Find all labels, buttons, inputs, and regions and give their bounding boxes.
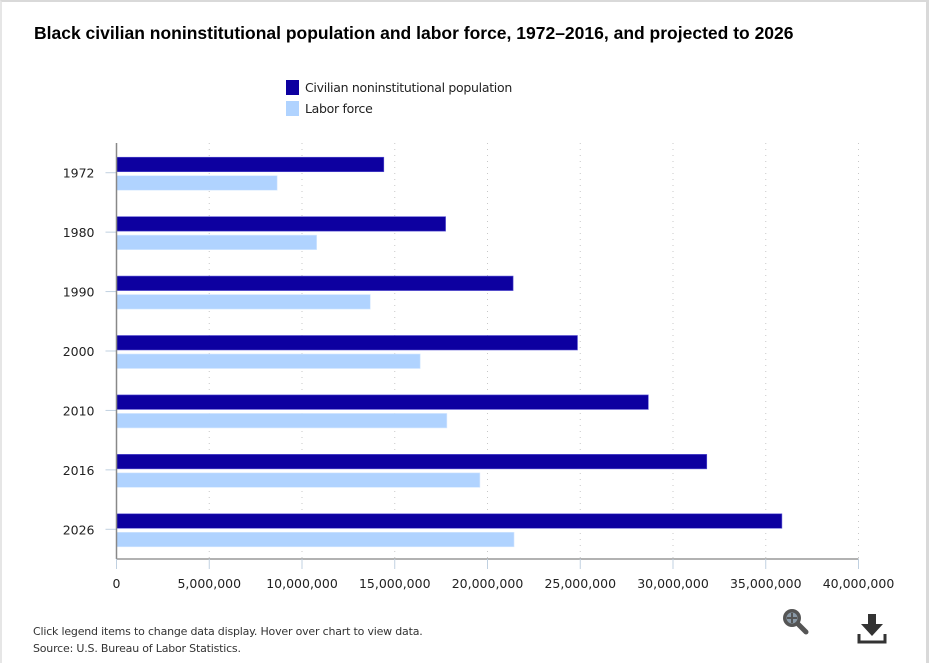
footer-source: Source: U.S. Bureau of Labor Statistics. [33, 642, 241, 655]
axes [105, 143, 859, 569]
y-tick-label: 2026 [63, 522, 95, 537]
x-tick-label: 15,000,000 [359, 576, 431, 591]
x-tick-label: 25,000,000 [544, 576, 616, 591]
bar-labor-force-1972[interactable] [116, 175, 278, 191]
x-tick-label: 0 [113, 576, 121, 591]
legend-item-labor-force[interactable]: Labor force [286, 98, 512, 119]
chart-title: Black civilian noninstitutional populati… [34, 23, 794, 43]
bar-population-1980[interactable] [116, 216, 446, 232]
grid-lines [208, 143, 859, 559]
legend-item-population[interactable]: Civilian noninstitutional population [286, 77, 512, 98]
bar-population-2016[interactable] [116, 454, 708, 470]
y-tick-label: 1972 [63, 166, 95, 181]
y-tick-label: 1990 [63, 285, 95, 300]
bar-population-2026[interactable] [116, 513, 783, 529]
y-tick-label: 2010 [63, 403, 95, 418]
bar-labor-force-1980[interactable] [116, 234, 317, 250]
zoom-in-magnifier-icon[interactable] [780, 606, 810, 636]
bar-labor-force-2000[interactable] [116, 353, 421, 369]
download-icon[interactable] [856, 612, 888, 646]
y-tick-label: 2016 [63, 463, 95, 478]
y-tick-label: 2000 [63, 344, 95, 359]
legend-label-labor-force: Labor force [305, 101, 373, 116]
bar-labor-force-1990[interactable] [116, 294, 371, 310]
bar-labor-force-2010[interactable] [116, 413, 448, 429]
x-tick-label: 40,000,000 [823, 576, 895, 591]
x-tick-label: 10,000,000 [266, 576, 338, 591]
bar-population-2000[interactable] [116, 335, 578, 351]
bar-population-1972[interactable] [116, 156, 385, 173]
legend: Civilian noninstitutional population Lab… [286, 77, 512, 119]
bar-labor-force-2026[interactable] [116, 531, 515, 548]
legend-label-population: Civilian noninstitutional population [305, 80, 512, 95]
x-tick-label: 30,000,000 [637, 576, 709, 591]
bar-labor-force-2016[interactable] [116, 472, 481, 488]
legend-swatch-population [286, 80, 299, 95]
y-tick-labels: 1972 1980 1990 2000 2010 2016 2026 [63, 166, 95, 538]
x-tick-label: 35,000,000 [730, 576, 802, 591]
x-tick-label: 5,000,000 [177, 576, 241, 591]
x-tick-label: 20,000,000 [452, 576, 524, 591]
bar-population-1990[interactable] [116, 275, 514, 291]
x-tick-labels: 0 5,000,000 10,000,000 15,000,000 20,000,000… [113, 576, 895, 591]
bars [116, 156, 783, 548]
y-tick-label: 1980 [63, 225, 95, 240]
legend-swatch-labor-force [286, 101, 299, 116]
bar-population-2010[interactable] [116, 394, 649, 410]
footer-note: Click legend items to change data displa… [33, 625, 423, 638]
